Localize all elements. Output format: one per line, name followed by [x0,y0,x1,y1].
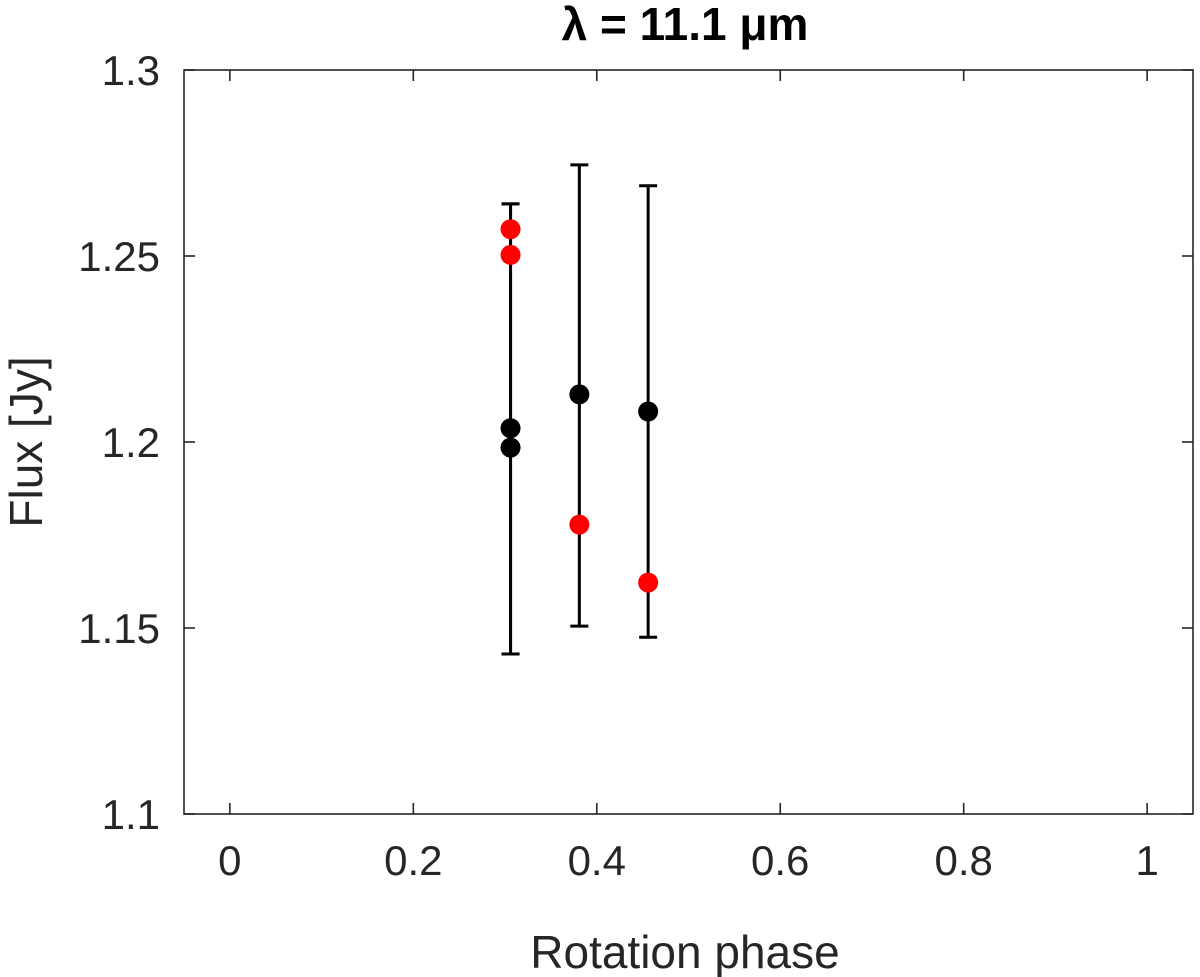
y-axis-label: Flux [Jy] [0,356,52,527]
error-bars [501,163,658,656]
x-tick-label: 0.2 [384,837,442,884]
model-point [638,572,659,593]
plot-box [183,69,1194,815]
x-tick-label: 0.8 [934,837,992,884]
x-axis-ticks: 0 0.2 0.4 0.6 0.8 1 [218,70,1159,884]
model-point [569,514,590,535]
observed-point [569,384,590,405]
observed-point [638,401,659,422]
x-tick-label: 0.6 [751,837,809,884]
x-tick-label: 0.4 [568,837,626,884]
plot-frame [183,69,1194,815]
observed-point [500,437,521,458]
y-tick-label: 1.15 [78,605,160,652]
x-axis-label: Rotation phase [530,926,839,977]
y-tick-label: 1.1 [102,791,160,838]
x-tick-label: 0 [218,837,241,884]
y-tick-label: 1.25 [78,233,160,280]
y-tick-label: 1.2 [102,419,160,466]
chart-title: λ = 11.1 μm [562,0,809,50]
y-tick-label: 1.3 [102,47,160,94]
data-points [500,219,659,593]
model-point [500,219,521,240]
y-axis-ticks: 1.1 1.15 1.2 1.25 1.3 [78,47,1193,838]
observed-point [500,418,521,439]
x-tick-label: 1 [1135,837,1158,884]
model-point [500,244,521,265]
